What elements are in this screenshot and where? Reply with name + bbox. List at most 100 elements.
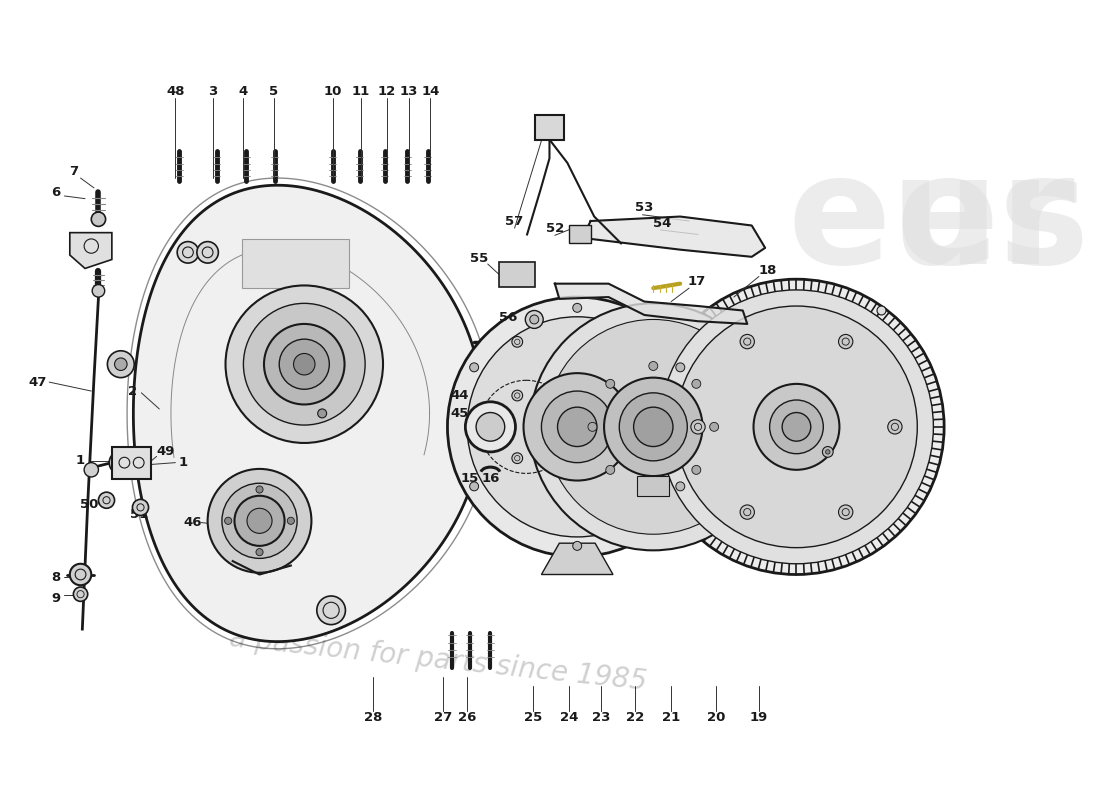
Circle shape [264, 324, 344, 405]
Circle shape [588, 422, 597, 431]
Text: 1: 1 [76, 454, 85, 467]
Circle shape [838, 505, 853, 519]
Bar [242, 239, 349, 288]
Circle shape [512, 453, 522, 463]
Circle shape [256, 549, 263, 556]
Circle shape [109, 451, 132, 474]
Circle shape [524, 373, 631, 481]
Text: 45: 45 [451, 407, 470, 420]
Text: 27: 27 [433, 711, 452, 724]
Bar [499, 262, 536, 287]
Circle shape [84, 462, 98, 477]
Text: 20: 20 [706, 711, 725, 724]
Circle shape [604, 378, 703, 476]
Text: 8: 8 [51, 570, 60, 584]
Text: 9: 9 [51, 592, 60, 605]
Circle shape [649, 279, 944, 574]
Text: 32: 32 [277, 528, 296, 541]
Circle shape [740, 334, 755, 349]
Text: 51: 51 [130, 508, 147, 521]
Circle shape [634, 407, 673, 446]
Text: 56: 56 [499, 311, 517, 324]
Text: 33: 33 [257, 528, 276, 541]
Text: 6: 6 [51, 186, 60, 199]
Circle shape [782, 413, 811, 441]
Circle shape [91, 212, 106, 226]
Circle shape [476, 413, 505, 441]
Circle shape [675, 482, 685, 491]
Circle shape [197, 242, 219, 263]
Text: eur: eur [788, 146, 1076, 295]
Circle shape [826, 450, 830, 454]
Circle shape [888, 420, 902, 434]
Circle shape [208, 469, 311, 573]
Text: 28: 28 [364, 711, 383, 724]
Circle shape [222, 483, 297, 558]
Text: 54: 54 [653, 218, 671, 230]
Text: 1: 1 [179, 456, 188, 469]
Circle shape [116, 458, 127, 468]
Text: 48: 48 [166, 85, 185, 98]
Bar [637, 476, 670, 496]
Circle shape [317, 596, 345, 625]
Circle shape [606, 379, 615, 388]
Text: 16: 16 [481, 472, 499, 486]
Text: 21: 21 [662, 711, 680, 724]
Polygon shape [541, 543, 613, 574]
Text: 5: 5 [270, 85, 278, 98]
Text: 49: 49 [156, 446, 175, 458]
Circle shape [877, 306, 886, 315]
Circle shape [470, 482, 478, 491]
Bar [112, 446, 151, 478]
Circle shape [294, 354, 315, 375]
Circle shape [660, 290, 934, 564]
Circle shape [692, 379, 701, 388]
Text: 18: 18 [759, 264, 777, 277]
Circle shape [573, 542, 582, 550]
Circle shape [98, 492, 114, 508]
Circle shape [691, 420, 705, 434]
Text: 53: 53 [635, 201, 653, 214]
Text: 23: 23 [592, 711, 611, 724]
Text: 15: 15 [461, 472, 478, 486]
Text: 25: 25 [525, 711, 542, 724]
Circle shape [546, 319, 761, 534]
Circle shape [318, 409, 327, 418]
Circle shape [619, 393, 688, 461]
Polygon shape [133, 186, 483, 642]
Circle shape [606, 466, 615, 474]
Polygon shape [586, 217, 766, 257]
Text: 14: 14 [421, 85, 440, 98]
Text: 22: 22 [626, 711, 645, 724]
Circle shape [248, 508, 272, 534]
Text: 10: 10 [323, 85, 342, 98]
Circle shape [649, 483, 658, 492]
Text: 52: 52 [546, 222, 564, 234]
Text: 24: 24 [560, 711, 579, 724]
Circle shape [114, 358, 128, 370]
Circle shape [234, 496, 285, 546]
Circle shape [573, 303, 582, 312]
Circle shape [470, 363, 478, 372]
Text: 2: 2 [128, 385, 138, 398]
Circle shape [468, 317, 688, 537]
Circle shape [69, 564, 91, 586]
Circle shape [675, 363, 685, 372]
Text: a passion for parts since 1985: a passion for parts since 1985 [229, 624, 649, 695]
Circle shape [649, 362, 658, 370]
Circle shape [448, 297, 707, 557]
Circle shape [838, 334, 853, 349]
Text: 19: 19 [750, 711, 768, 724]
Circle shape [177, 242, 199, 263]
Text: 55: 55 [470, 252, 488, 265]
Text: es: es [895, 146, 1089, 295]
Circle shape [530, 315, 539, 324]
Circle shape [740, 505, 755, 519]
Circle shape [710, 422, 718, 431]
Circle shape [465, 402, 516, 452]
Circle shape [558, 407, 597, 446]
Circle shape [243, 303, 365, 425]
Text: 44: 44 [451, 389, 470, 402]
Text: 26: 26 [458, 711, 476, 724]
Circle shape [512, 390, 522, 401]
